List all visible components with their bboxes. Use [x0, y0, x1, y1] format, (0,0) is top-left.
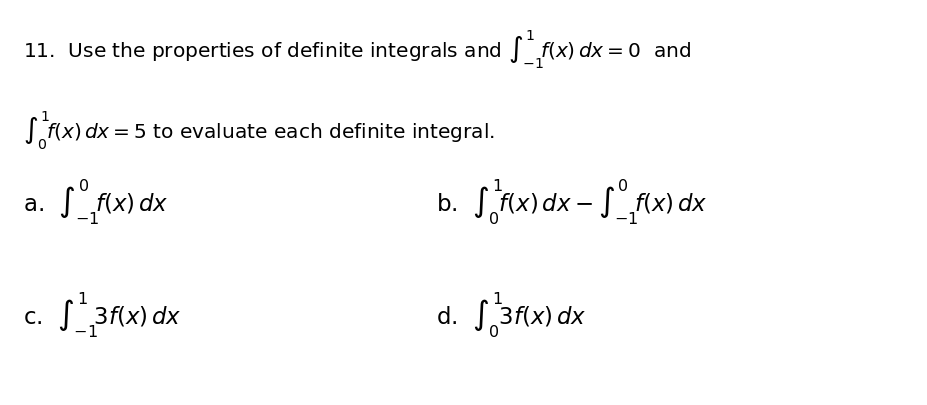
- Text: c.  $\int_{-1}^{1}\!3f(x)\,dx$: c. $\int_{-1}^{1}\!3f(x)\,dx$: [23, 292, 182, 340]
- Text: a.  $\int_{-1}^{0}\!f(x)\,dx$: a. $\int_{-1}^{0}\!f(x)\,dx$: [23, 179, 169, 226]
- Text: 11.  Use the properties of definite integrals and $\int_{-1}^{1}\!f(x)\,dx = 0$ : 11. Use the properties of definite integ…: [23, 28, 691, 70]
- Text: d.  $\int_{0}^{1}\!3f(x)\,dx$: d. $\int_{0}^{1}\!3f(x)\,dx$: [436, 292, 586, 340]
- Text: b.  $\int_{0}^{1}\!f(x)\,dx - \int_{-1}^{0}\!f(x)\,dx$: b. $\int_{0}^{1}\!f(x)\,dx - \int_{-1}^{…: [436, 179, 707, 226]
- Text: $\int_{0}^{1}\!f(x)\,dx = 5$ to evaluate each definite integral.: $\int_{0}^{1}\!f(x)\,dx = 5$ to evaluate…: [23, 109, 495, 151]
